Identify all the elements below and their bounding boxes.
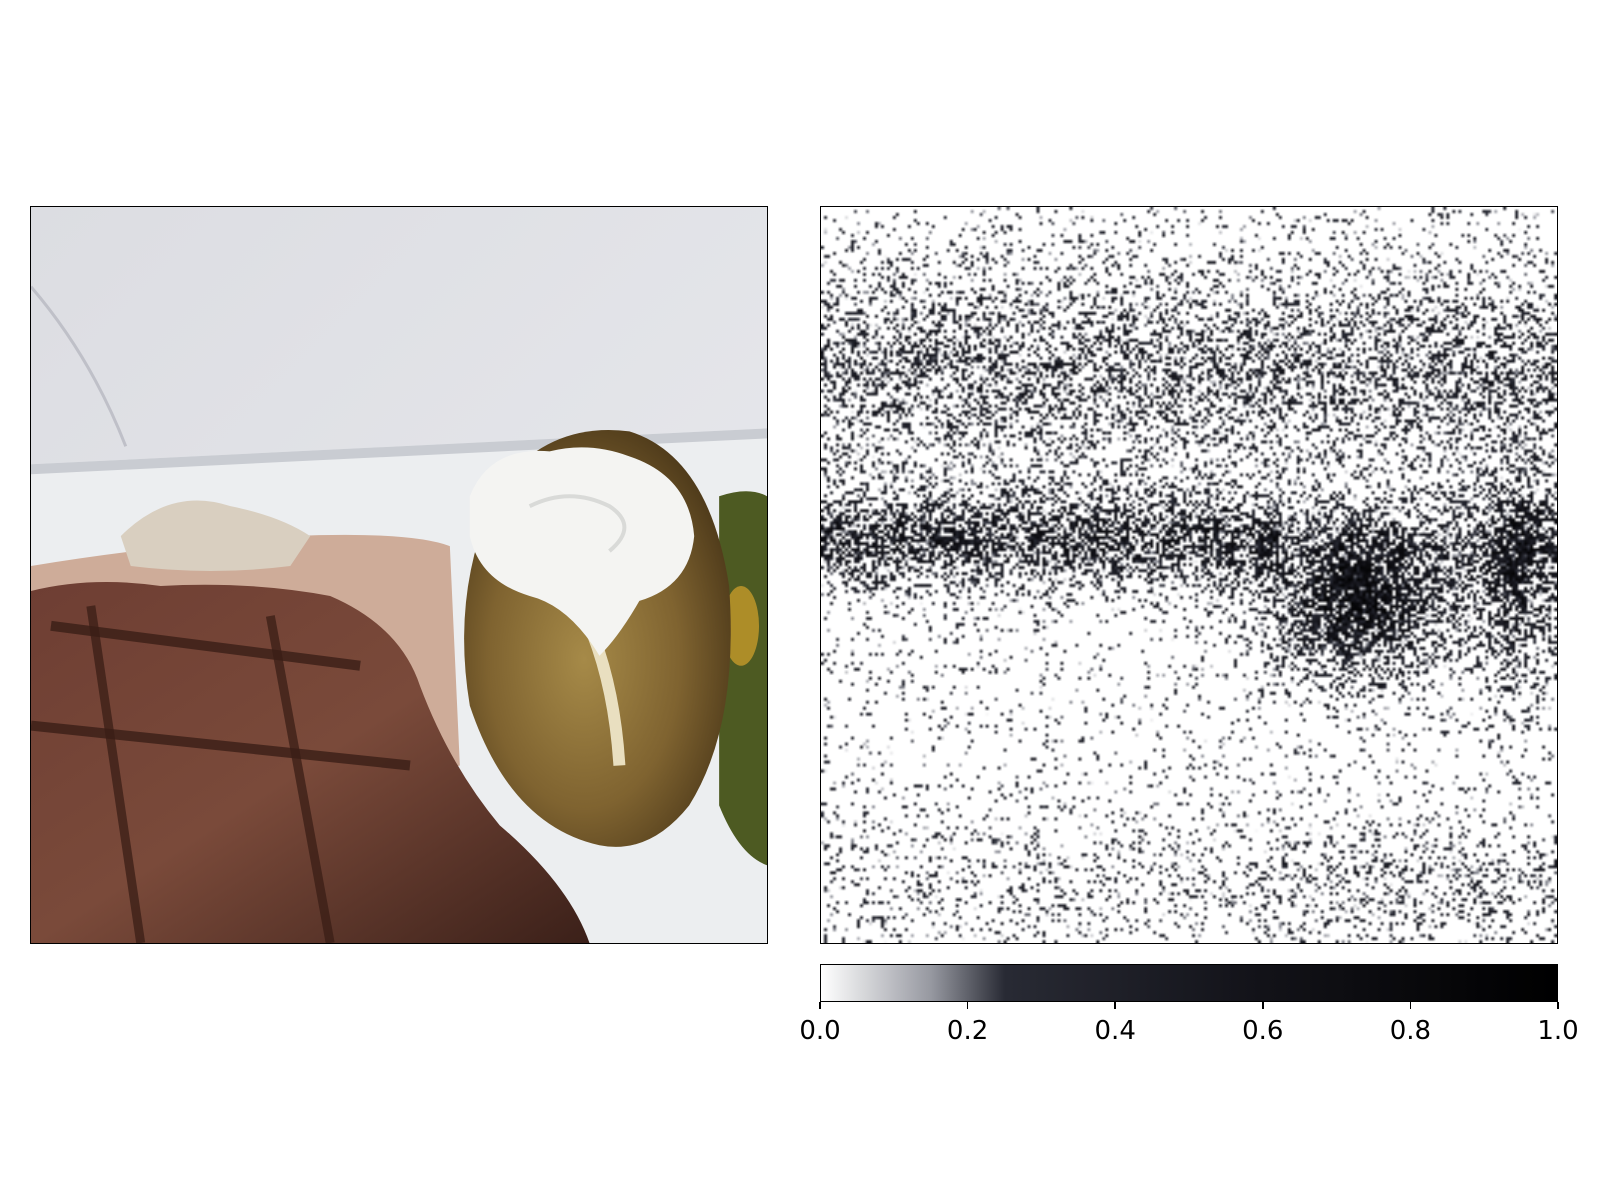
colorbar-tick-mark [1114, 1002, 1116, 1009]
steak-grill-mark-4 [265, 615, 335, 943]
steak-grill-mark-3 [86, 605, 146, 943]
attribution-heatmap [820, 206, 1558, 944]
colorbar-tick-label: 1.0 [1537, 1016, 1579, 1046]
colorbar-tick-mark [1409, 1002, 1412, 1009]
colorbar [820, 964, 1558, 1002]
colorbar-tick-label: 0.0 [799, 1016, 841, 1046]
colorbar-tick-label: 0.4 [1094, 1016, 1136, 1046]
vegetables [719, 491, 767, 866]
colorbar-tick-mark [1557, 1002, 1559, 1009]
mashed-side [120, 500, 311, 572]
food-photo-panel [30, 206, 768, 944]
cloth-fold [31, 285, 128, 447]
steak-grill-mark-1 [50, 620, 361, 671]
colorbar-tick-label: 0.8 [1389, 1016, 1432, 1046]
colorbar-tick-mark [966, 1002, 969, 1009]
corn-bits [723, 585, 760, 666]
colorbar-tick-mark [1262, 1002, 1264, 1009]
steak [31, 581, 590, 943]
colorbar-tick-label: 0.6 [1242, 1016, 1284, 1046]
colorbar-tick-label: 0.2 [946, 1016, 989, 1046]
colorbar-tick-mark [819, 1002, 821, 1009]
heatmap-canvas [821, 207, 1557, 943]
steak-grill-mark-2 [31, 720, 411, 771]
sour-cream [469, 447, 695, 656]
food-photo [31, 207, 767, 943]
colorbar-ticks: 0.0 0.2 0.4 0.6 0.8 1.0 [799, 1002, 1579, 1062]
sour-cream-swirl [528, 494, 627, 553]
